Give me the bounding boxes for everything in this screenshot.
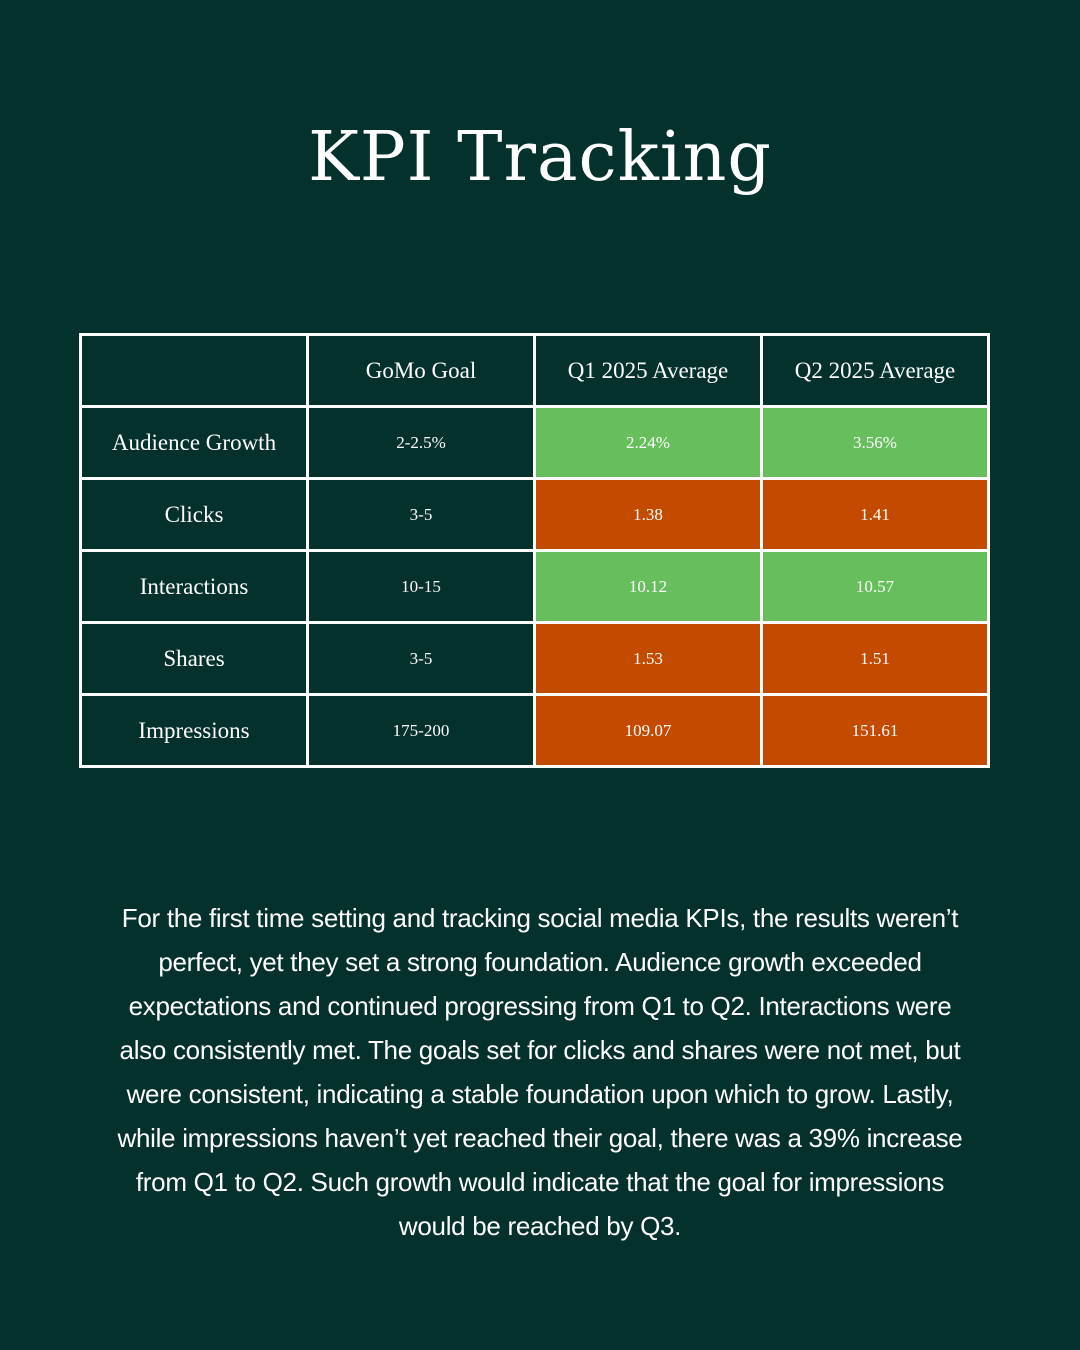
value-cell: 151.61 [760, 693, 990, 768]
row-label: Audience Growth [79, 405, 309, 480]
header-cell: Q2 2025 Average [760, 333, 990, 408]
row-label: Impressions [79, 693, 309, 768]
row: Impressions 175-200 109.07 151.61 [79, 693, 990, 768]
value-cell: 1.41 [760, 477, 990, 552]
value-cell: 109.07 [533, 693, 763, 768]
row: Shares 3-5 1.53 1.51 [79, 621, 990, 696]
kpi-table: GoMo Goal Q1 2025 Average Q2 2025 Averag… [79, 333, 990, 768]
row: Interactions 10-15 10.12 10.57 [79, 549, 990, 624]
summary-paragraph: For the first time setting and tracking … [117, 903, 963, 1241]
header-row: GoMo Goal Q1 2025 Average Q2 2025 Averag… [79, 333, 990, 408]
value-cell: 10.57 [760, 549, 990, 624]
value-cell: 3.56% [760, 405, 990, 480]
row: Clicks 3-5 1.38 1.41 [79, 477, 990, 552]
corner-cell [79, 333, 309, 408]
value-cell: 10.12 [533, 549, 763, 624]
value-cell: 2.24% [533, 405, 763, 480]
row-label: Shares [79, 621, 309, 696]
goal-cell: 3-5 [306, 621, 536, 696]
row: Audience Growth 2-2.5% 2.24% 3.56% [79, 405, 990, 480]
value-cell: 1.53 [533, 621, 763, 696]
header-cell: Q1 2025 Average [533, 333, 763, 408]
row-label: Interactions [79, 549, 309, 624]
goal-cell: 10-15 [306, 549, 536, 624]
row-label: Clicks [79, 477, 309, 552]
title: KPI Tracking [308, 118, 772, 197]
goal-cell: 3-5 [306, 477, 536, 552]
value-cell: 1.38 [533, 477, 763, 552]
goal-cell: 175-200 [306, 693, 536, 768]
goal-cell: 2-2.5% [306, 405, 536, 480]
header-cell: GoMo Goal [306, 333, 536, 408]
value-cell: 1.51 [760, 621, 990, 696]
